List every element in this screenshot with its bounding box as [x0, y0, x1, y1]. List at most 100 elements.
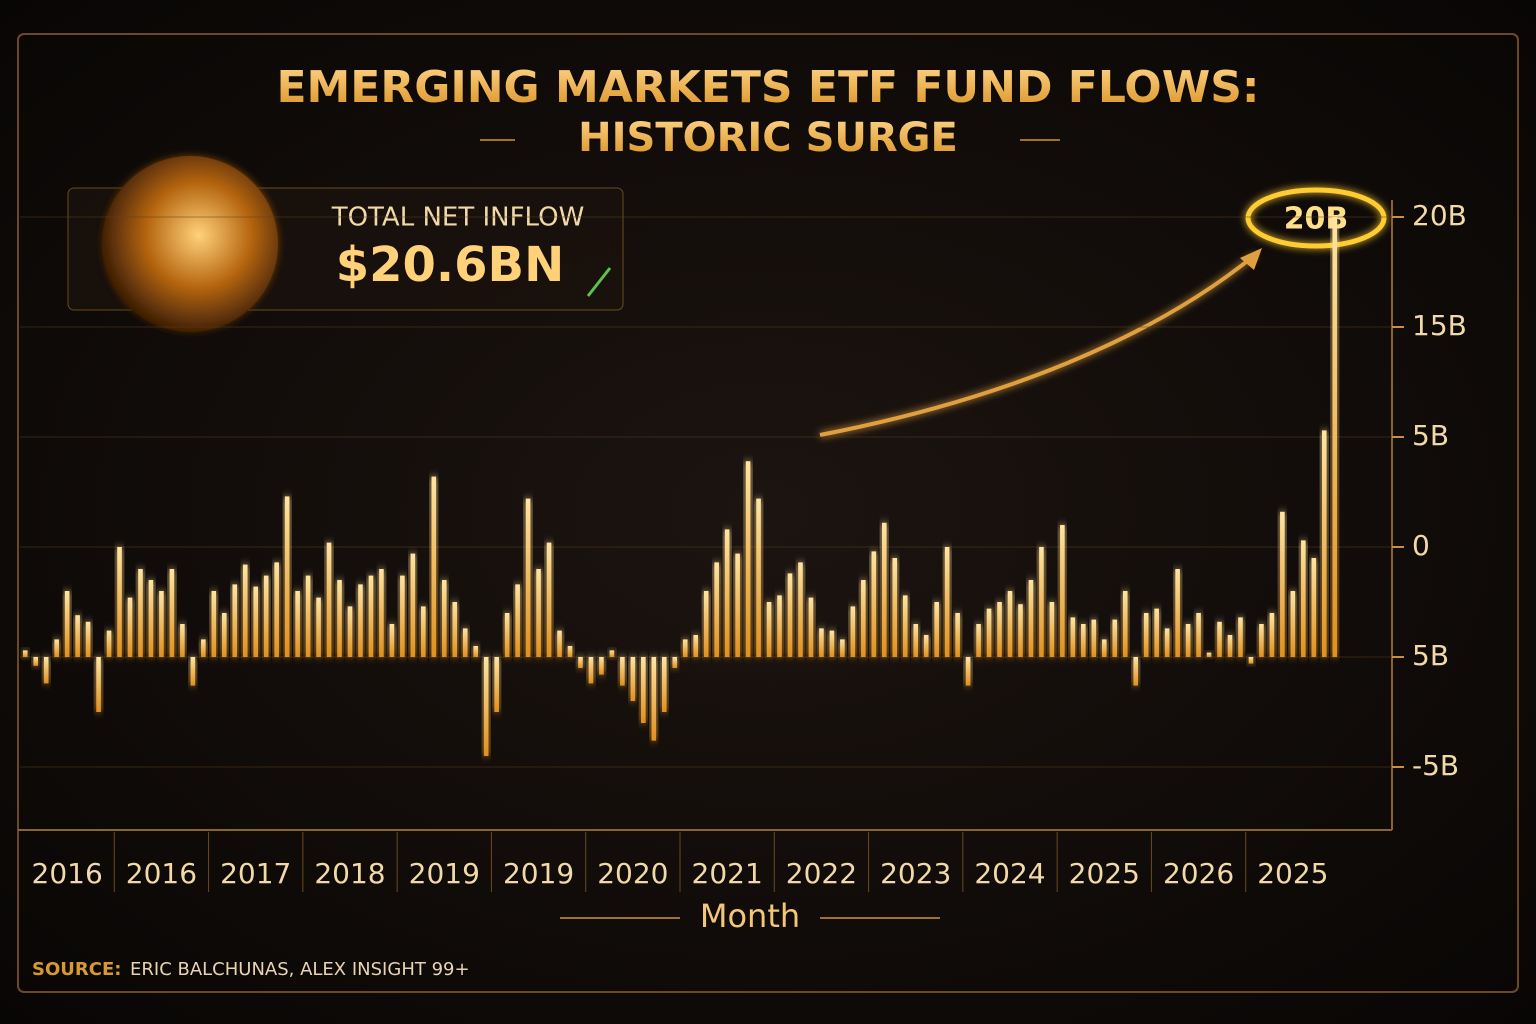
bar [735, 553, 740, 657]
bar [169, 569, 175, 657]
bar [567, 646, 573, 657]
bar [1154, 608, 1159, 657]
bar [913, 624, 919, 657]
bar [22, 650, 28, 657]
bar [1311, 558, 1317, 657]
peak-ring [1245, 187, 1387, 249]
bar [274, 562, 279, 657]
y-tick-label: 5B [1412, 639, 1449, 672]
bar [944, 547, 950, 657]
bar [242, 564, 248, 657]
bar [410, 553, 416, 657]
bar [368, 575, 374, 657]
bar [201, 639, 206, 657]
bar [641, 657, 646, 723]
bar [997, 602, 1002, 657]
bar [127, 597, 133, 657]
bar [714, 562, 719, 657]
bar [64, 591, 70, 657]
bar [986, 608, 992, 657]
bar [724, 529, 730, 657]
bar [1185, 624, 1191, 657]
bar [787, 573, 793, 657]
x-tick-label: 2018 [314, 857, 385, 890]
bar [1301, 540, 1306, 657]
bar [515, 584, 520, 657]
bar [1122, 591, 1128, 657]
bar [1248, 657, 1254, 664]
source-text: ERIC BALCHUNAS, ALEX INSIGHT 99+ [130, 959, 470, 980]
chart-subtitle: HISTORIC SURGE [578, 115, 958, 161]
callout-value: $20.6BN [336, 237, 565, 293]
bar [578, 657, 583, 668]
bar [1321, 430, 1327, 657]
bar [766, 602, 772, 657]
x-tick-label: 2025 [1069, 857, 1140, 890]
bar [75, 615, 80, 657]
bar [326, 542, 332, 657]
bar [955, 613, 960, 657]
globe-icon [102, 156, 278, 332]
bar [211, 591, 217, 657]
bar [96, 657, 101, 712]
bar [850, 606, 856, 657]
bar [106, 630, 112, 657]
bar [159, 591, 164, 657]
bar [431, 476, 437, 657]
peak-label: 20B [1284, 202, 1349, 237]
bar [703, 591, 709, 657]
bar [1206, 652, 1212, 657]
x-tick-label: 2023 [880, 857, 951, 890]
y-tick-label: 0 [1412, 529, 1430, 562]
bar [861, 580, 866, 657]
bar [452, 602, 458, 657]
bar [421, 606, 426, 657]
bar [1060, 525, 1065, 657]
bar [620, 657, 625, 686]
bar [871, 551, 877, 657]
x-tick-label: 2026 [1163, 857, 1234, 890]
bar [1028, 580, 1034, 657]
bar [494, 657, 499, 712]
bar [651, 657, 657, 741]
bar [840, 639, 845, 657]
bar [1238, 617, 1243, 657]
bar [54, 639, 59, 657]
x-tick-label: 2019 [503, 857, 574, 890]
bar [400, 575, 405, 657]
x-axis-title: Month [700, 897, 800, 935]
bar [180, 624, 185, 657]
bar [965, 657, 971, 686]
bar [976, 624, 981, 657]
bar [284, 496, 290, 657]
bar [546, 542, 552, 657]
bar [1143, 613, 1149, 657]
bar [316, 597, 321, 657]
bar [525, 498, 531, 657]
bar [682, 639, 688, 657]
bar [295, 591, 300, 657]
bar [1196, 613, 1201, 657]
x-tick-label: 2016 [126, 857, 197, 890]
bar [798, 562, 803, 657]
bar [358, 584, 363, 657]
x-tick-label: 2016 [32, 857, 103, 890]
x-tick-label: 2021 [692, 857, 763, 890]
bar [609, 650, 615, 657]
bar [43, 657, 49, 684]
x-tick-label: 2025 [1257, 857, 1328, 890]
bar [599, 657, 604, 675]
x-tick-label: 2020 [597, 857, 668, 890]
bar [661, 657, 667, 712]
x-tick-label: 2024 [974, 857, 1045, 890]
bar [902, 595, 908, 657]
up-arrow [586, 267, 612, 297]
bar [630, 657, 636, 701]
bar [1269, 613, 1275, 657]
bar [557, 630, 562, 657]
bar [819, 628, 824, 657]
bar [1227, 635, 1233, 657]
